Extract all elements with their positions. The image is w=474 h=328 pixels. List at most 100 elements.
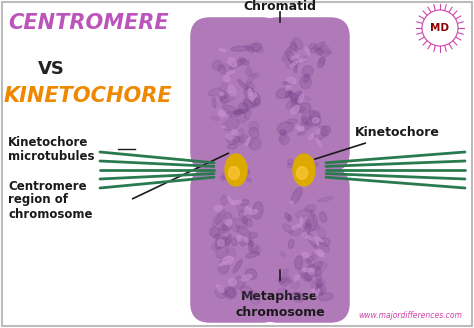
Ellipse shape <box>232 130 238 135</box>
Ellipse shape <box>237 204 246 213</box>
Ellipse shape <box>276 88 291 98</box>
Ellipse shape <box>293 38 303 49</box>
Ellipse shape <box>248 46 253 51</box>
Ellipse shape <box>229 169 232 173</box>
Ellipse shape <box>310 42 325 53</box>
Ellipse shape <box>219 224 226 231</box>
Ellipse shape <box>228 196 233 205</box>
Ellipse shape <box>311 210 315 218</box>
Text: www.majordifferences.com: www.majordifferences.com <box>358 311 462 320</box>
Ellipse shape <box>247 237 253 244</box>
Ellipse shape <box>286 92 292 98</box>
Ellipse shape <box>227 71 235 74</box>
Ellipse shape <box>221 94 234 103</box>
Ellipse shape <box>318 45 330 57</box>
Ellipse shape <box>238 103 248 113</box>
Ellipse shape <box>220 237 230 245</box>
Ellipse shape <box>286 85 291 90</box>
Ellipse shape <box>224 287 237 299</box>
Text: CENTROMERE: CENTROMERE <box>8 13 169 33</box>
Ellipse shape <box>230 59 245 69</box>
Ellipse shape <box>309 133 314 140</box>
Ellipse shape <box>239 57 249 66</box>
Ellipse shape <box>249 121 259 131</box>
Text: Kinetochore: Kinetochore <box>8 135 88 149</box>
Ellipse shape <box>288 215 292 220</box>
Ellipse shape <box>298 59 306 62</box>
Text: KINETOCHORE: KINETOCHORE <box>4 86 173 106</box>
Ellipse shape <box>304 161 313 167</box>
Ellipse shape <box>214 206 223 211</box>
Ellipse shape <box>290 92 298 108</box>
Ellipse shape <box>219 91 227 100</box>
Ellipse shape <box>222 224 228 231</box>
Ellipse shape <box>227 288 235 297</box>
Ellipse shape <box>247 240 254 247</box>
Ellipse shape <box>242 217 247 224</box>
Ellipse shape <box>228 248 236 257</box>
Ellipse shape <box>225 219 232 226</box>
Ellipse shape <box>309 268 314 274</box>
Ellipse shape <box>209 88 221 96</box>
Ellipse shape <box>297 132 305 135</box>
Ellipse shape <box>245 269 257 279</box>
Ellipse shape <box>288 163 293 168</box>
Ellipse shape <box>289 58 297 67</box>
Ellipse shape <box>223 256 234 264</box>
Ellipse shape <box>316 284 326 295</box>
Ellipse shape <box>311 279 321 289</box>
Ellipse shape <box>246 74 255 87</box>
Ellipse shape <box>296 126 304 131</box>
Ellipse shape <box>317 279 325 286</box>
FancyBboxPatch shape <box>258 17 350 172</box>
Ellipse shape <box>280 131 286 142</box>
Ellipse shape <box>292 188 302 203</box>
Ellipse shape <box>312 118 319 123</box>
Ellipse shape <box>250 93 254 101</box>
Ellipse shape <box>216 246 228 258</box>
Ellipse shape <box>283 82 292 85</box>
Ellipse shape <box>318 197 333 202</box>
Ellipse shape <box>215 287 227 298</box>
Ellipse shape <box>233 259 242 273</box>
Ellipse shape <box>301 117 313 129</box>
Ellipse shape <box>286 59 299 68</box>
Ellipse shape <box>319 238 330 246</box>
Ellipse shape <box>222 173 226 179</box>
Ellipse shape <box>242 169 248 173</box>
Ellipse shape <box>228 144 237 149</box>
Ellipse shape <box>219 224 233 234</box>
Ellipse shape <box>291 43 298 51</box>
Text: Centromere: Centromere <box>8 179 87 193</box>
Ellipse shape <box>298 94 304 103</box>
Ellipse shape <box>248 290 260 304</box>
Ellipse shape <box>243 97 259 108</box>
Ellipse shape <box>305 47 310 55</box>
Ellipse shape <box>248 89 252 95</box>
Ellipse shape <box>228 58 237 67</box>
Ellipse shape <box>296 93 311 100</box>
Ellipse shape <box>298 127 303 131</box>
Text: region of: region of <box>8 194 68 207</box>
Ellipse shape <box>307 236 314 240</box>
Ellipse shape <box>293 59 297 73</box>
Ellipse shape <box>218 111 225 117</box>
Ellipse shape <box>239 135 248 143</box>
Ellipse shape <box>231 109 249 114</box>
Ellipse shape <box>304 165 314 168</box>
Ellipse shape <box>221 218 228 224</box>
Ellipse shape <box>315 273 321 279</box>
Ellipse shape <box>311 162 319 167</box>
Ellipse shape <box>315 129 320 134</box>
Ellipse shape <box>313 250 324 257</box>
Ellipse shape <box>241 199 249 206</box>
Ellipse shape <box>283 269 289 274</box>
Ellipse shape <box>218 65 226 74</box>
Ellipse shape <box>253 202 263 219</box>
Text: chromosome: chromosome <box>235 306 325 319</box>
Ellipse shape <box>219 49 227 51</box>
Ellipse shape <box>280 275 291 286</box>
Ellipse shape <box>233 277 245 289</box>
Ellipse shape <box>248 92 256 99</box>
Ellipse shape <box>307 219 319 231</box>
